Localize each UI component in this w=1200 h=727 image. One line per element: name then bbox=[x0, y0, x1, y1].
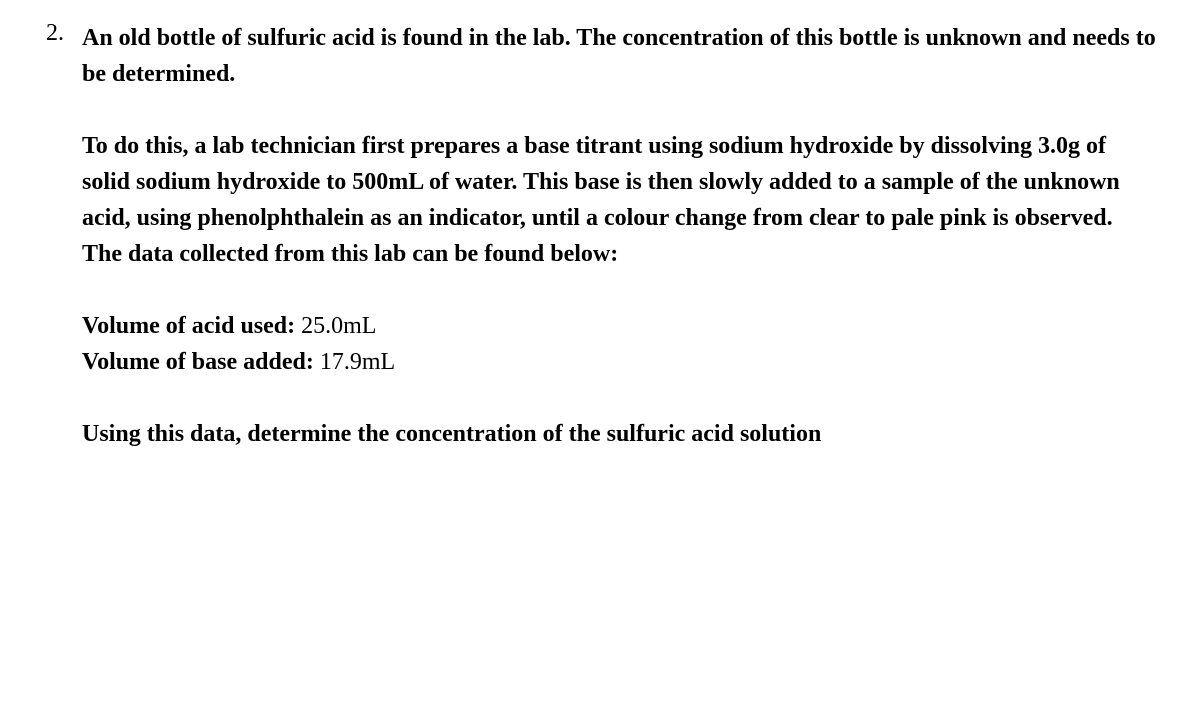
base-volume-line: Volume of base added: 17.9mL bbox=[82, 344, 1156, 380]
data-block: Volume of acid used: 25.0mL Volume of ba… bbox=[82, 308, 1156, 380]
base-volume-label: Volume of base added: bbox=[82, 349, 320, 375]
question-number: 2. bbox=[44, 20, 64, 47]
intro-paragraph: An old bottle of sulfuric acid is found … bbox=[82, 20, 1156, 92]
acid-volume-line: Volume of acid used: 25.0mL bbox=[82, 308, 1156, 344]
acid-volume-value: 25.0mL bbox=[301, 313, 376, 339]
method-paragraph: To do this, a lab technician first prepa… bbox=[82, 128, 1156, 272]
final-prompt: Using this data, determine the concentra… bbox=[82, 416, 1156, 452]
question-wrapper: 2. An old bottle of sulfuric acid is fou… bbox=[44, 20, 1156, 452]
question-content: An old bottle of sulfuric acid is found … bbox=[82, 20, 1156, 452]
base-volume-value: 17.9mL bbox=[320, 349, 395, 375]
acid-volume-label: Volume of acid used: bbox=[82, 313, 301, 339]
